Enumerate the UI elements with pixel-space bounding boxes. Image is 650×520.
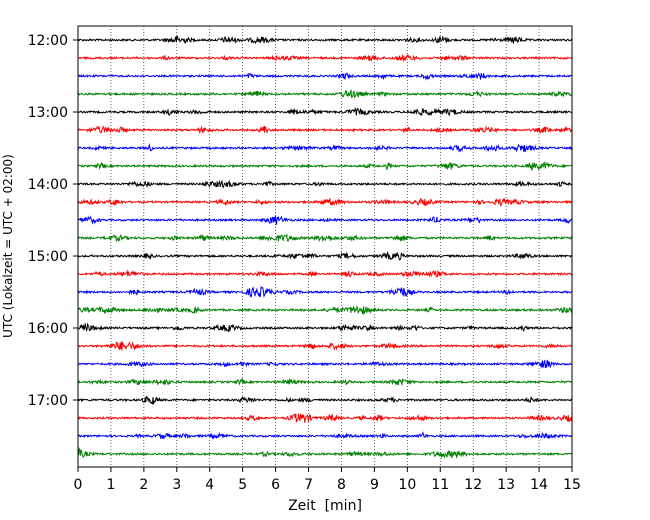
trace-1415 xyxy=(77,197,573,207)
x-tick-label-1: 1 xyxy=(106,477,115,493)
x-tick-label-2: 2 xyxy=(139,477,148,493)
trace-1400 xyxy=(77,179,573,189)
trace-1500 xyxy=(77,251,572,261)
x-axis-label: Zeit [min] xyxy=(288,498,362,514)
y-axis-ticks: 12:00 13:00 14:00 15:00 16:00 17:00 xyxy=(28,33,78,409)
grid-lines xyxy=(110,26,540,467)
trace-1245 xyxy=(77,89,573,99)
trace-1615 xyxy=(77,341,573,351)
y-tick-label-14:00: 14:00 xyxy=(28,177,68,193)
trace-1345 xyxy=(77,161,573,171)
traces xyxy=(77,34,573,460)
y-axis-label: UTC (Lokalzeit = UTC + 02:00) xyxy=(1,154,15,338)
trace-1200 xyxy=(77,34,573,45)
x-tick-label-7: 7 xyxy=(304,477,313,493)
trace-1730 xyxy=(77,431,573,440)
trace-1230 xyxy=(77,72,572,81)
y-tick-label-17:00: 17:00 xyxy=(28,393,68,409)
trace-1515 xyxy=(77,269,573,278)
x-tick-label-12: 12 xyxy=(464,477,482,493)
y-tick-label-15:00: 15:00 xyxy=(28,249,68,265)
trace-1700 xyxy=(77,395,573,406)
trace-1600 xyxy=(77,322,573,333)
x-tick-label-13: 13 xyxy=(497,477,515,493)
trace-1745 xyxy=(77,446,572,460)
y-tick-label-16:00: 16:00 xyxy=(28,321,68,337)
y-tick-label-12:00: 12:00 xyxy=(28,33,68,49)
x-tick-label-10: 10 xyxy=(398,477,416,493)
trace-1330 xyxy=(77,142,573,153)
x-tick-label-6: 6 xyxy=(271,477,280,493)
x-tick-label-8: 8 xyxy=(337,477,346,493)
trace-1215 xyxy=(77,53,573,63)
trace-1530 xyxy=(77,285,573,298)
x-axis-ticks: 0 1 2 3 4 5 6 7 8 9 10 11 12 13 14 15 xyxy=(74,467,581,493)
x-tick-label-4: 4 xyxy=(205,477,214,493)
x-tick-label-9: 9 xyxy=(370,477,379,493)
x-tick-label-14: 14 xyxy=(530,477,548,493)
trace-1645 xyxy=(77,377,573,386)
x-tick-label-5: 5 xyxy=(238,477,247,493)
x-tick-label-11: 11 xyxy=(431,477,449,493)
trace-1445 xyxy=(77,233,573,243)
trace-1630 xyxy=(77,359,573,369)
x-tick-label-0: 0 xyxy=(74,477,83,493)
x-tick-label-3: 3 xyxy=(172,477,181,493)
trace-1315 xyxy=(77,125,573,135)
trace-1715 xyxy=(77,413,573,423)
trace-1545 xyxy=(77,305,573,316)
x-tick-label-15: 15 xyxy=(563,477,581,493)
trace-1430 xyxy=(77,215,573,226)
plot-frame xyxy=(77,25,573,468)
trace-1300 xyxy=(77,106,573,117)
y-tick-label-13:00: 13:00 xyxy=(28,105,68,121)
